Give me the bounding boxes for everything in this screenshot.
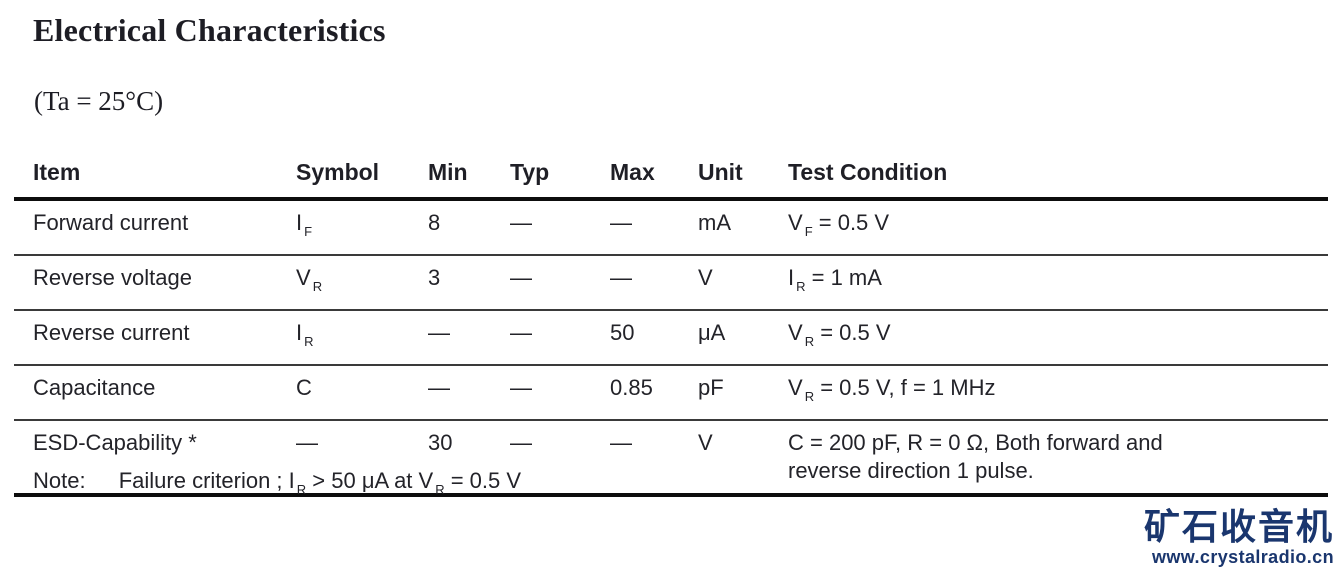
cell-symbol: C [296,365,428,421]
column-header-max: Max [610,150,698,201]
cell-max: 0.85 [610,365,698,421]
cell-test-condition: C = 200 pF, R = 0 Ω, Both forward and rev… [788,420,1328,497]
subscript: R [296,482,307,497]
column-header-item: Item [14,150,296,201]
subscript: F [804,224,813,239]
cell-item: Reverse voltage [14,255,296,311]
cell-symbol: — [296,420,428,497]
table-row: ESD-Capability * —30— — V C = 200 pF, R = 0 … [14,420,1328,497]
column-header-symbol: Symbol [296,150,428,201]
cell-item: Capacitance [14,365,296,421]
column-header-min: Min [428,150,510,201]
table-row: Reverse current I R — —50 μA V R = 0.5 V [14,310,1328,366]
temperature-condition: (Ta = 25°C) [34,86,164,116]
cell-min: 3 [428,255,510,311]
page-title: Electrical Characteristics [33,12,386,48]
watermark-site-name: 矿石收音机 [1143,506,1334,548]
cell-unit: mA [698,199,788,256]
cell-min: — [428,310,510,366]
cell-typ: — [510,365,610,421]
cell-typ: — [510,310,610,366]
cell-unit: V [698,420,788,497]
subscript: F [304,224,313,239]
column-header-test-condition: Test Condition [788,150,1328,201]
cell-item: Reverse current [14,310,296,366]
cell-max: — [610,199,698,256]
cell-max: — [610,420,698,497]
subscript: R [804,389,815,404]
subscript: R [312,279,323,294]
cell-typ: — [510,255,610,311]
cell-max: — [610,255,698,311]
subscript: R [304,334,314,349]
cell-max: 50 [610,310,698,366]
cell-item: Forward current [14,199,296,256]
note-label: Note: [33,468,86,493]
table-row: Capacitance C — —0.85 pF V R = 0.5 V, f = 1 MH… [14,365,1328,421]
electrical-characteristics-table: Item Symbol Min Typ Max Unit Test Condition Fo… [14,150,1328,497]
cell-min: 8 [428,199,510,256]
cell-item: ESD-Capability * [14,420,296,497]
watermark: 矿石收音机 www.crystalradio.cn [1144,508,1334,567]
cell-typ: — [510,199,610,256]
watermark-site-url: www.crystalradio.cn [1152,547,1334,568]
column-header-unit: Unit [698,150,788,201]
subscript: R [435,482,445,497]
table-header-row: Item Symbol Min Typ Max Unit Test Condition [14,150,1328,201]
cell-unit: μA [698,310,788,366]
cell-unit: V [698,255,788,311]
subscript: R [796,279,806,294]
cell-min: 30 [428,420,510,497]
cell-typ: — [510,420,610,497]
cell-min: — [428,365,510,421]
column-header-typ: Typ [510,150,610,201]
table-row: Reverse voltage V R 3— — V I R = 1 mA [14,255,1328,311]
table-row: Forward current I F 8— — mA V F = 0.5 V [14,199,1328,256]
subscript: R [804,334,815,349]
cell-unit: pF [698,365,788,421]
